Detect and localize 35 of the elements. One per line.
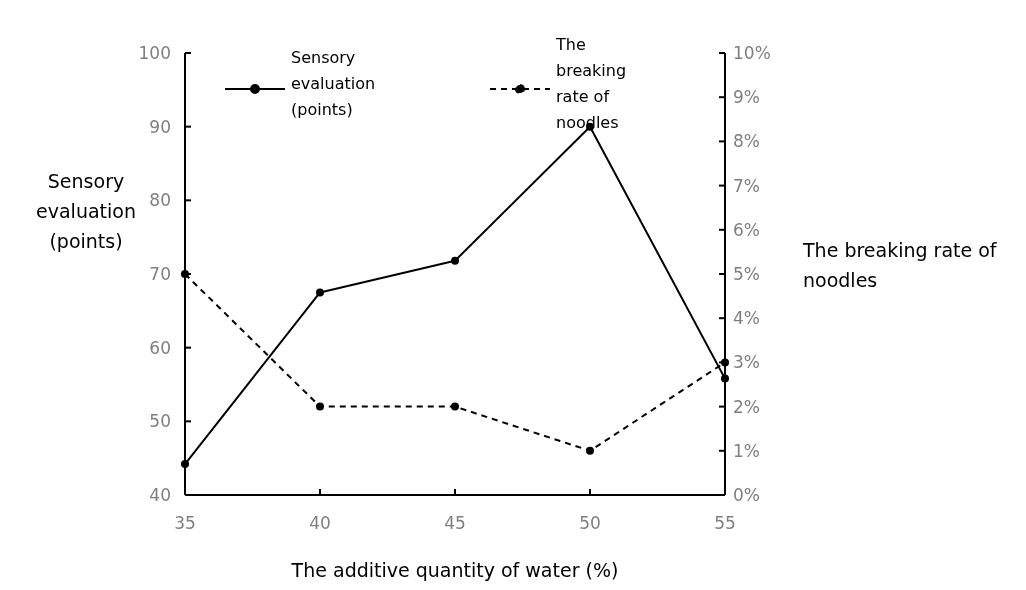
x-tick-label: 40 [309, 513, 331, 533]
point [721, 374, 729, 383]
point [451, 256, 459, 265]
y2-tick-label: 0% [733, 484, 760, 505]
y2-tick-label: 3% [733, 352, 760, 373]
y2-tick-label: 1% [733, 440, 760, 461]
y2-axis-title: The breaking rate of noodles [802, 239, 998, 291]
x-tick-label: 45 [444, 513, 466, 533]
x-tick-label: 50 [579, 513, 601, 533]
y-axis-title: Sensory evaluation (points) [36, 170, 136, 252]
x-axis-title: The additive quantity of water (%) [290, 559, 619, 581]
y-tick-label: 100 [138, 42, 171, 63]
point [316, 288, 324, 297]
point [586, 446, 594, 455]
y-tick-label: 90 [149, 116, 171, 137]
x-tick-label: 55 [714, 513, 736, 533]
y2-tick-label: 5% [733, 263, 760, 284]
y2-tick-label: 9% [733, 87, 760, 108]
y2-tick-label: 6% [733, 219, 760, 240]
legend-label: The breaking rate of noodles [555, 35, 627, 132]
legend-label: Sensory evaluation (points) [291, 48, 376, 119]
y2-tick-label: 2% [733, 396, 760, 417]
x-tick-label: 35 [174, 513, 196, 533]
y2-tick-label: 7% [733, 175, 760, 196]
y-tick-label: 80 [149, 190, 171, 211]
point [316, 402, 324, 411]
y-tick-label: 70 [149, 263, 171, 284]
y2-tick-label: 8% [733, 131, 760, 152]
y-tick-label: 40 [149, 484, 171, 505]
y2-tick-label: 4% [733, 308, 760, 329]
y2-tick-label: 10% [733, 42, 771, 63]
point [181, 460, 189, 469]
y-tick-label: 50 [149, 411, 171, 432]
y-tick-label: 60 [149, 337, 171, 358]
point [451, 402, 459, 411]
